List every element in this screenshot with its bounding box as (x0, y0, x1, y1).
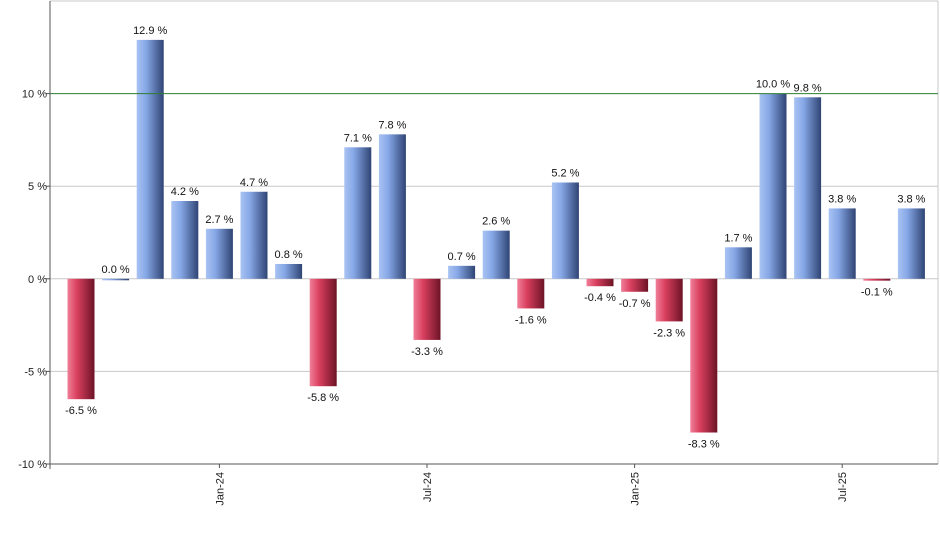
data-label: 10.0 % (756, 79, 790, 91)
data-labels: -6.5 % 0.0 % 12.9 % 4.2 % 2.7 % 4.7 % 0.8 % -5.… (65, 25, 926, 451)
data-label: 0.8 % (275, 249, 303, 261)
data-label: 4.7 % (240, 177, 268, 189)
bar-negative (621, 278, 649, 292)
x-tick-label: Jan-24 (214, 472, 226, 506)
bar-positive (828, 208, 856, 279)
data-label: 2.7 % (205, 214, 233, 226)
bar-negative (655, 278, 683, 322)
data-label: 12.9 % (133, 25, 167, 37)
bar-positive (171, 201, 199, 279)
data-label: -2.3 % (653, 327, 685, 339)
bar-positive (378, 134, 406, 279)
data-label: -3.3 % (411, 346, 443, 358)
bar-negative (309, 278, 337, 387)
bar-negative (413, 278, 441, 340)
data-label: 0.7 % (448, 251, 476, 263)
data-label: 3.8 % (828, 193, 856, 205)
data-label: 2.6 % (482, 216, 510, 228)
bar-negative (517, 278, 545, 309)
bar-positive (794, 97, 822, 279)
data-label: -0.7 % (619, 298, 651, 310)
bar-negative (863, 278, 891, 281)
data-label: -6.5 % (65, 405, 97, 417)
bar-positive (897, 208, 925, 279)
axes: -10 % -5 % 0 % 5 % 10 % Jan-24 Jul-24 Jan-25 Jul… (18, 1, 938, 506)
data-label: 7.8 % (378, 119, 406, 131)
bar-positive (482, 230, 510, 279)
y-tick-label: 10 % (22, 89, 47, 101)
y-tick-label: 5 % (28, 181, 47, 193)
bar-negative (586, 278, 614, 287)
data-label: -5.8 % (307, 392, 339, 404)
bar-positive (551, 182, 579, 279)
y-tick-label: -10 % (18, 459, 47, 471)
data-label: -0.4 % (584, 292, 616, 304)
data-label: -0.1 % (861, 287, 893, 299)
x-tick-label: Jul-25 (837, 472, 849, 502)
data-label: -1.6 % (515, 314, 547, 326)
bar-positive (136, 39, 164, 279)
bar-positive (275, 263, 303, 279)
data-label: 7.1 % (344, 132, 372, 144)
bar-negative (690, 278, 718, 433)
bar-positive (448, 265, 476, 279)
data-label: -8.3 % (688, 439, 720, 451)
data-label: 0.0 % (102, 264, 130, 276)
data-label: 1.7 % (724, 232, 752, 244)
bar-positive (724, 247, 752, 279)
x-tick-label: Jul-24 (422, 472, 434, 502)
bars (67, 39, 925, 433)
data-label: 9.8 % (794, 82, 822, 94)
x-tick-label: Jan-25 (630, 472, 642, 506)
data-label: 3.8 % (897, 193, 925, 205)
bar-positive (759, 93, 787, 279)
bar-positive (240, 191, 268, 279)
bar-positive (344, 147, 372, 279)
bar-negative (67, 278, 95, 400)
data-label: 4.2 % (171, 186, 199, 198)
bar-positive (205, 228, 233, 279)
y-tick-label: -5 % (24, 366, 47, 378)
bar-positive (102, 278, 130, 281)
y-tick-label: 0 % (28, 274, 47, 286)
data-label: 5.2 % (551, 167, 579, 179)
